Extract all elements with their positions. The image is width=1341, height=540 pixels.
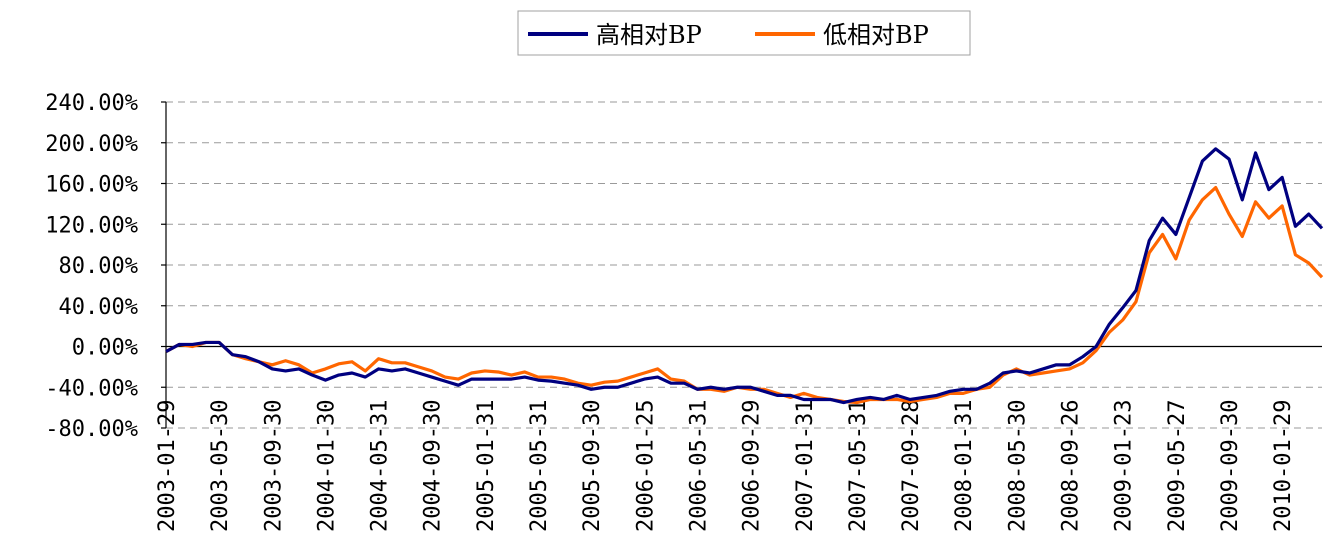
x-tick-label: 2008-01-31: [952, 400, 977, 532]
y-tick-label: -80.00%: [45, 417, 138, 442]
y-tick-label: 0.00%: [72, 336, 138, 361]
y-tick-label: 160.00%: [45, 173, 138, 198]
series-line-low-bp: [165, 185, 1324, 405]
x-tick-label: 2008-05-30: [1005, 400, 1030, 532]
x-tick-label: 2004-09-30: [421, 400, 446, 532]
legend-box: [517, 10, 971, 56]
series-lines: [165, 147, 1324, 405]
x-tick-label: 2005-09-30: [580, 400, 605, 532]
x-tick-label: 2009-01-23: [1112, 400, 1137, 532]
y-tick-label: 240.00%: [45, 91, 138, 116]
x-tick-label: 2008-09-26: [1059, 400, 1084, 532]
y-axis-ticks: 240.00% 200.00% 160.00% 120.00% 80.00% 40.00%…: [45, 91, 138, 442]
y-tick-label: 120.00%: [45, 213, 138, 238]
legend: 高相对BP 低相对BP: [517, 10, 971, 56]
legend-label-low: 低相对BP: [823, 21, 929, 49]
x-tick-label: 2003-01-29: [155, 400, 180, 532]
x-tick-label: 2004-01-30: [314, 400, 339, 532]
x-tick-label: 2007-05-31: [846, 400, 871, 532]
y-tick-label: 40.00%: [59, 295, 138, 320]
x-tick-label: 2006-05-31: [686, 400, 711, 532]
legend-label-high: 高相对BP: [596, 21, 702, 49]
x-tick-label: 2006-09-29: [740, 400, 765, 532]
x-tick-label: 2005-01-31: [474, 400, 499, 532]
x-tick-label: 2009-05-27: [1165, 400, 1190, 532]
x-tick-label: 2003-05-30: [208, 400, 233, 532]
x-tick-label: 2007-09-28: [899, 400, 924, 532]
x-tick-label: 2009-09-30: [1218, 400, 1243, 532]
x-axis-ticks: 2003-01-29 2003-05-30 2003-09-30 2004-01-30…: [155, 400, 1296, 532]
x-tick-label: 2010-01-29: [1271, 400, 1296, 532]
y-tick-label: 200.00%: [45, 132, 138, 157]
y-tick-label: 80.00%: [59, 254, 138, 279]
x-tick-label: 2007-01-31: [793, 400, 818, 532]
x-tick-label: 2004-05-31: [368, 400, 393, 532]
gridlines: [161, 101, 1322, 429]
y-tick-label: -40.00%: [45, 376, 138, 401]
series-line-high-bp: [165, 147, 1324, 405]
x-tick-label: 2006-01-25: [633, 400, 658, 532]
x-tick-label: 2003-09-30: [261, 400, 286, 532]
x-tick-label: 2005-05-31: [527, 400, 552, 532]
